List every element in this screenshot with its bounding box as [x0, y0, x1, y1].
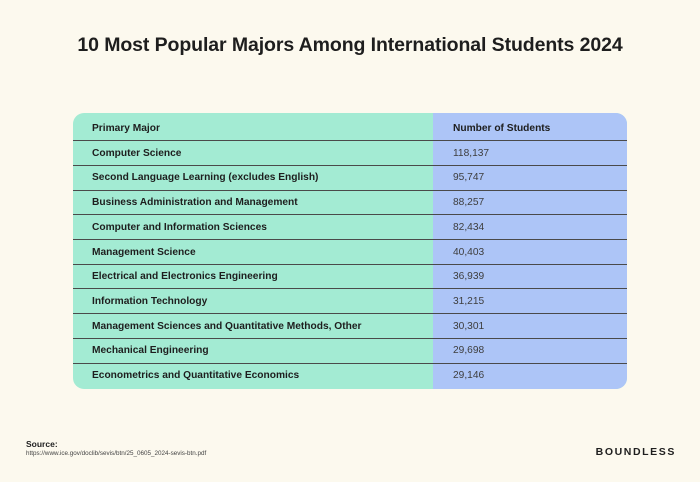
- table-row: Electrical and Electronics Engineering 36…: [73, 264, 627, 289]
- source-link[interactable]: https://www.ice.gov/doclib/sevis/btn/25_…: [26, 450, 207, 457]
- student-count-cell: 36,939: [453, 271, 485, 283]
- brand-logo: BOUNDLESS: [595, 446, 676, 458]
- table-row: Management Science 40,403: [73, 240, 627, 265]
- row-divider: [73, 140, 627, 142]
- row-divider: [73, 164, 627, 166]
- source-label: Source:: [26, 439, 58, 449]
- student-count-cell: 82,434: [453, 221, 485, 233]
- page-title: 10 Most Popular Majors Among Internation…: [77, 34, 623, 56]
- header-number-of-students: Number of Students: [453, 123, 551, 134]
- table-row: Information Technology 31,215: [73, 289, 627, 314]
- student-count-cell: 88,257: [453, 197, 485, 209]
- student-count-cell: 29,698: [453, 345, 485, 357]
- major-name-cell: Econometrics and Quantitative Economics: [92, 370, 300, 381]
- major-name-cell: Mechanical Engineering: [92, 345, 209, 357]
- major-name-cell: Electrical and Electronics Engineering: [92, 271, 278, 283]
- table-header-row: Primary Major Number of Students: [73, 116, 627, 141]
- row-divider: [73, 337, 627, 339]
- student-count-cell: 95,747: [453, 172, 485, 184]
- student-count-cell: 30,301: [453, 320, 485, 332]
- major-name-cell: Computer Science: [92, 147, 182, 159]
- major-name-cell: Management Sciences and Quantitative Met…: [92, 320, 362, 332]
- count-column-background: [433, 113, 627, 389]
- table-row: Mechanical Engineering 29,698: [73, 338, 627, 363]
- student-count-cell: 40,403: [453, 246, 485, 258]
- majors-table: Primary Major Number of Students Compute…: [73, 113, 627, 389]
- major-name-cell: Information Technology: [92, 295, 208, 307]
- major-name-cell: Second Language Learning (excludes Engli…: [92, 172, 319, 184]
- student-count-cell: 118,137: [453, 147, 490, 159]
- major-name-cell: Computer and Information Sciences: [92, 221, 267, 233]
- table-row: Management Sciences and Quantitative Met…: [73, 314, 627, 339]
- row-divider: [73, 214, 627, 216]
- row-divider: [73, 239, 627, 240]
- row-divider: [73, 313, 627, 315]
- table-row: Second Language Learning (excludes Engli…: [73, 165, 627, 190]
- row-divider: [73, 362, 627, 364]
- row-divider: [73, 263, 627, 265]
- header-primary-major: Primary Major: [92, 123, 160, 134]
- student-count-cell: 29,146: [453, 370, 485, 381]
- table-row: Computer and Information Sciences 82,434: [73, 215, 627, 240]
- row-divider: [73, 189, 627, 191]
- major-name-cell: Business Administration and Management: [92, 197, 298, 209]
- table-row: Business Administration and Management 88…: [73, 190, 627, 215]
- table-row: Econometrics and Quantitative Economics 2…: [73, 363, 627, 388]
- student-count-cell: 31,215: [453, 295, 485, 307]
- table-row: Computer Science 118,137: [73, 141, 627, 166]
- row-divider: [73, 288, 627, 290]
- major-name-cell: Management Science: [92, 246, 196, 258]
